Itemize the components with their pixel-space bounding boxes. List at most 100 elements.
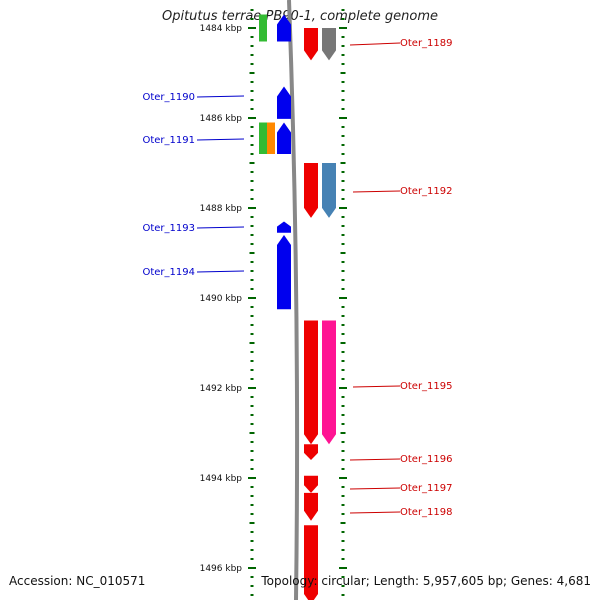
- tick-mark: [339, 207, 347, 209]
- tick-mark: [250, 441, 254, 443]
- tick-mark: [341, 261, 345, 263]
- leader-line: [196, 95, 245, 98]
- tick-mark: [250, 189, 254, 191]
- tick-mark: [341, 18, 345, 20]
- tick-mark: [248, 27, 256, 29]
- tick-mark: [250, 261, 254, 263]
- tick-mark: [250, 279, 254, 281]
- tick-mark: [341, 153, 345, 155]
- tick-mark: [341, 36, 345, 38]
- tick-mark: [341, 360, 345, 362]
- tick-mark: [341, 63, 345, 65]
- cog-block: [322, 163, 336, 218]
- tick-mark: [341, 468, 345, 470]
- gene-label-right[interactable]: Oter_1197: [400, 483, 453, 494]
- tick-mark: [250, 351, 254, 353]
- cog-block: [259, 122, 267, 154]
- tick-label: 1494 kbp: [200, 474, 243, 484]
- gene-label-left[interactable]: Oter_1193: [142, 223, 195, 234]
- tick-mark: [341, 531, 345, 533]
- forward-gene-arrow: [304, 492, 318, 521]
- tick-mark: [250, 405, 254, 407]
- tick-mark: [341, 486, 345, 488]
- tick-mark: [341, 504, 345, 506]
- tick-mark: [341, 513, 345, 515]
- tick-mark: [250, 288, 254, 290]
- tick-mark: [250, 540, 254, 542]
- tick-mark: [250, 45, 254, 47]
- tick-mark: [249, 252, 255, 254]
- tick-mark: [250, 549, 254, 551]
- tick-mark: [249, 72, 255, 74]
- gene-label-right[interactable]: Oter_1192: [400, 186, 453, 197]
- leader-line: [349, 458, 401, 461]
- tick-mark: [250, 81, 254, 83]
- tick-mark: [250, 153, 254, 155]
- tick-mark: [341, 279, 345, 281]
- reverse-strand-genes: [277, 14, 291, 310]
- gene-label-right[interactable]: Oter_1195: [400, 381, 453, 392]
- forward-strand-genes: [304, 28, 318, 600]
- tick-mark: [248, 117, 256, 119]
- tick-mark: [248, 567, 256, 569]
- tick-mark: [250, 99, 254, 101]
- tick-mark: [250, 333, 254, 335]
- tick-mark: [250, 135, 254, 137]
- tick-mark: [250, 315, 254, 317]
- gene-labels: Oter_1190 Oter_1191 Oter_1193 Oter_1194 Oter…: [142, 38, 452, 518]
- gene-label-left[interactable]: Oter_1190: [142, 92, 195, 103]
- tick-mark: [341, 90, 345, 92]
- leader-line: [352, 385, 401, 388]
- tick-mark: [341, 576, 345, 578]
- tick-mark: [250, 108, 254, 110]
- cog-block: [267, 122, 275, 154]
- cog-block: [322, 28, 336, 61]
- gene-label-right[interactable]: Oter_1196: [400, 454, 453, 465]
- tick-mark: [250, 306, 254, 308]
- tick-mark: [340, 522, 346, 524]
- tick-mark: [250, 270, 254, 272]
- tick-mark: [341, 351, 345, 353]
- tick-mark: [341, 549, 345, 551]
- tick-mark: [341, 81, 345, 83]
- map-title: Opitutus terrae PB90-1, complete genome: [161, 9, 439, 24]
- gene-label-right[interactable]: Oter_1189: [400, 38, 453, 49]
- tick-mark: [340, 72, 346, 74]
- tick-mark: [341, 126, 345, 128]
- tick-marks-right: [339, 9, 347, 596]
- tick-mark: [250, 396, 254, 398]
- tick-mark: [250, 414, 254, 416]
- tick-mark: [341, 333, 345, 335]
- tick-mark: [341, 558, 345, 560]
- leader-line: [196, 270, 245, 273]
- tick-mark: [341, 288, 345, 290]
- forward-gene-arrow: [304, 444, 318, 460]
- tick-mark: [341, 306, 345, 308]
- tick-mark: [250, 594, 254, 596]
- tick-mark: [250, 180, 254, 182]
- tick-mark: [339, 27, 347, 29]
- tick-mark: [341, 216, 345, 218]
- gene-label-right[interactable]: Oter_1198: [400, 507, 453, 518]
- tick-mark: [341, 459, 345, 461]
- reverse-gene-arrow: [277, 86, 291, 119]
- tick-label: 1486 kbp: [200, 114, 243, 124]
- tick-mark: [250, 423, 254, 425]
- gene-label-left[interactable]: Oter_1191: [142, 135, 195, 146]
- tick-mark: [250, 450, 254, 452]
- tick-mark: [250, 171, 254, 173]
- tick-label: 1488 kbp: [200, 204, 243, 214]
- cog-block: [322, 320, 336, 445]
- tick-mark: [250, 63, 254, 65]
- tick-mark: [341, 540, 345, 542]
- tick-mark: [250, 369, 254, 371]
- tick-label: 1496 kbp: [200, 564, 243, 574]
- tick-mark: [248, 477, 256, 479]
- tick-mark: [341, 180, 345, 182]
- gene-label-left[interactable]: Oter_1194: [142, 267, 195, 278]
- leader-line: [196, 226, 245, 229]
- leader-line: [352, 190, 401, 193]
- tick-mark: [250, 468, 254, 470]
- tick-mark: [341, 135, 345, 137]
- tick-mark: [250, 243, 254, 245]
